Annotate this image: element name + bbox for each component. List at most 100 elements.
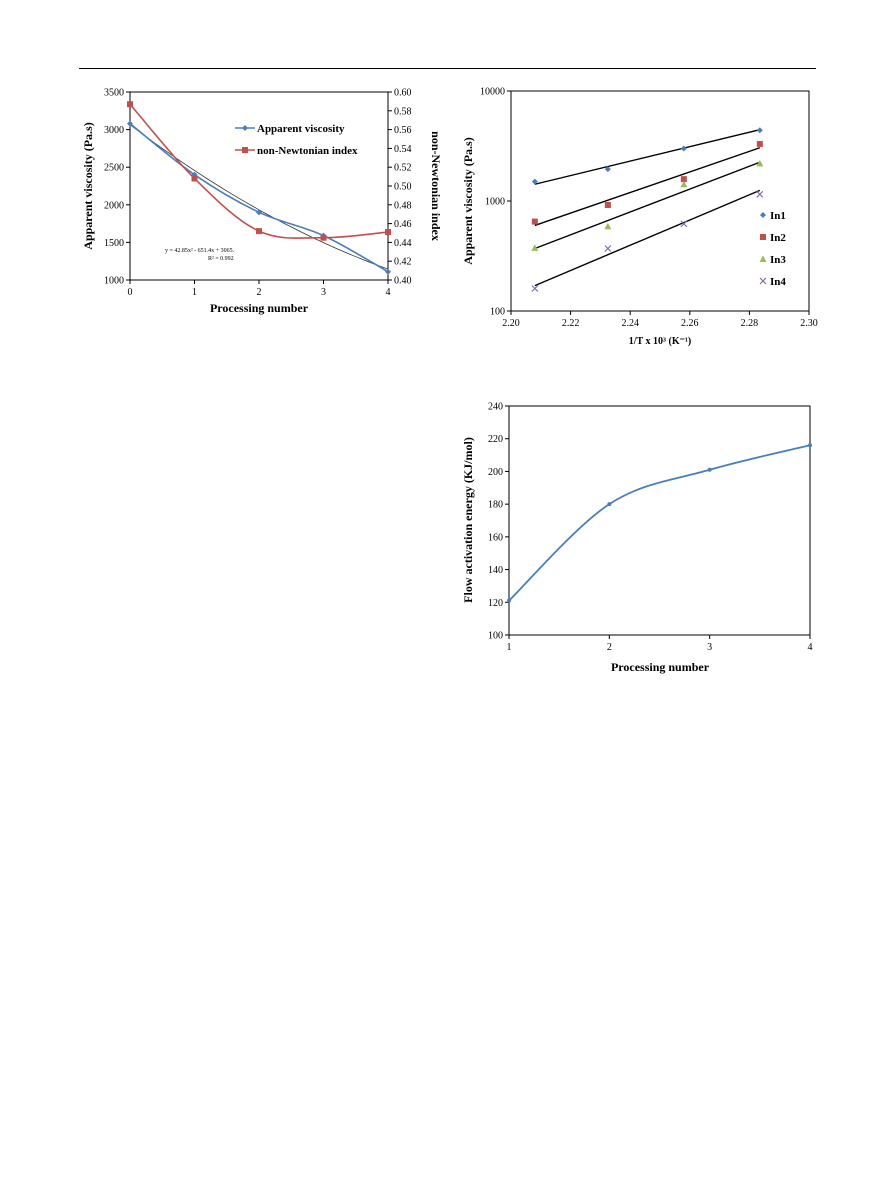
data-point	[756, 159, 764, 167]
y-tick-label: 160	[488, 532, 503, 543]
x-tick-label: 1	[192, 287, 197, 298]
chart-viscosity-index: 1000 1500 2000 2500 3000 3500 0.40 0.42 0.44 0.4…	[81, 88, 443, 316]
data-point	[531, 218, 538, 225]
data-point	[604, 245, 612, 252]
legend-marker	[760, 212, 766, 218]
data-point	[756, 127, 763, 134]
x-tick-label: 2.20	[502, 318, 520, 329]
x-tick-label: 2.28	[741, 318, 759, 329]
y2-tick-label: 0.42	[394, 257, 412, 268]
fit-line-in4	[534, 189, 761, 287]
y2-tick-label: 0.54	[394, 144, 412, 155]
series-line	[508, 444, 811, 602]
y-tick-label: 3000	[104, 125, 124, 136]
data-point	[707, 467, 712, 472]
data-point	[320, 234, 327, 241]
y2-tick-label: 0.40	[394, 276, 412, 287]
fit-line-in2	[534, 147, 761, 227]
y-tick-label: 2000	[104, 200, 124, 211]
y-tick-label: 2500	[104, 163, 124, 174]
legend-label: In1	[770, 210, 786, 222]
legend-label: Apparent viscosity	[257, 123, 345, 135]
data-point	[680, 176, 687, 183]
data-point	[256, 228, 262, 235]
y-tick-label: 3500	[104, 88, 124, 99]
y-tick-label: 120	[488, 598, 503, 609]
y-tick-label: 180	[488, 500, 503, 511]
x-axis-label: Processing number	[210, 301, 309, 315]
data-point	[604, 222, 612, 230]
data-point	[680, 145, 687, 152]
legend-label: In2	[770, 232, 786, 244]
y2-tick-label: 0.50	[394, 182, 412, 193]
legend-marker	[242, 125, 248, 131]
data-point	[604, 166, 611, 173]
y-tick-label: 220	[488, 434, 503, 445]
x-tick-label: 3	[321, 287, 326, 298]
y-axis-label: Apparent viscosity (Pa.s)	[461, 137, 475, 264]
data-point	[127, 101, 133, 108]
data-point	[507, 598, 511, 603]
legend-marker	[760, 234, 766, 240]
data-point	[680, 180, 688, 188]
y-tick-label: 10000	[480, 87, 505, 98]
x-tick-label: 3	[707, 642, 712, 653]
y-tick-label: 140	[488, 565, 503, 576]
y-tick-label: 1000	[485, 197, 505, 208]
data-point	[385, 268, 391, 275]
y-tick-label: 1000	[104, 276, 124, 287]
y2-tick-label: 0.58	[394, 106, 412, 117]
data-point	[531, 244, 539, 251]
legend-marker	[759, 277, 767, 285]
x-tick-label: 2	[257, 287, 262, 298]
x-axis-label: 1/T x 10³ (K⁻¹)	[629, 336, 691, 347]
y-axis-label: Flow activation energy (KJ/mol)	[461, 437, 475, 603]
trendline-equation: y = 42.85x² - 651.4x + 3065.	[165, 248, 235, 254]
legend-marker	[242, 147, 248, 153]
legend-label: In4	[770, 276, 786, 288]
data-point	[256, 209, 262, 216]
x-tick-label: 4	[808, 642, 813, 653]
data-point	[531, 285, 539, 292]
legend-marker	[759, 255, 767, 262]
y2-tick-label: 0.60	[394, 88, 412, 99]
x-tick-label: 2	[607, 642, 612, 653]
y-tick-label: 1500	[104, 238, 124, 249]
legend-label: non-Newtonian index	[257, 145, 358, 157]
data-point	[385, 229, 391, 236]
fit-line-in1	[534, 129, 760, 185]
y-tick-label: 200	[488, 467, 503, 478]
y2-tick-label: 0.46	[394, 219, 412, 230]
chart-arrhenius: 100 1000 10000 2.20 2.22 2.24 2.26 2.28 2.30 In…	[461, 87, 818, 348]
trendline-r-squared: R² = 0.992	[208, 256, 234, 262]
y-axis-label: Apparent viscosity (Pa.s)	[81, 122, 95, 249]
chart-activation-energy: 100 120 140 160 180 200 220 240 1 2 3 4 Processing…	[461, 402, 813, 675]
x-tick-label: 2.24	[621, 318, 639, 329]
x-tick-label: 1	[507, 642, 512, 653]
fit-line-in3	[534, 161, 761, 250]
plot-area	[508, 405, 811, 636]
data-point	[808, 443, 812, 448]
data-point	[127, 120, 133, 127]
x-tick-label: 4	[386, 287, 391, 298]
y-tick-label: 240	[488, 402, 503, 413]
data-point	[604, 201, 611, 208]
y2-axis-label: non-Newtonian index	[429, 131, 443, 241]
page-header-rule	[79, 68, 816, 69]
x-tick-label: 2.26	[681, 318, 699, 329]
data-point	[191, 175, 198, 182]
x-axis-label: Processing number	[611, 660, 710, 674]
x-tick-label: 2.30	[800, 318, 818, 329]
data-point	[680, 220, 688, 228]
legend-label: In3	[770, 254, 786, 266]
y2-tick-label: 0.44	[394, 238, 412, 249]
y-tick-label: 100	[488, 631, 503, 642]
x-tick-label: 2.22	[562, 318, 580, 329]
x-tick-label: 0	[128, 287, 133, 298]
y2-tick-label: 0.48	[394, 200, 412, 211]
data-point	[607, 502, 612, 507]
data-point	[756, 140, 763, 147]
y2-tick-label: 0.56	[394, 125, 412, 136]
y-tick-label: 100	[490, 307, 505, 318]
data-point	[756, 190, 764, 198]
